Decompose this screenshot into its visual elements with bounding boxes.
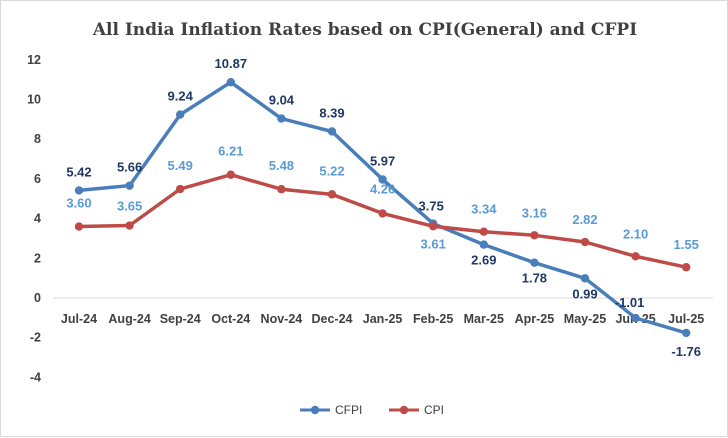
marker-cfpi <box>125 181 134 190</box>
x-axis: Jul-24 Aug-24 Sep-24 Oct-24 Nov-24 Dec-24 Jan-… <box>61 312 704 326</box>
y-tick-label: 2 <box>34 251 41 265</box>
legend-label-cpi: CPI <box>424 403 444 417</box>
series-markers <box>74 78 691 338</box>
marker-cpi <box>530 231 539 240</box>
marker-cpi <box>429 222 438 231</box>
data-label-cfpi: 8.39 <box>319 105 344 120</box>
marker-cfpi <box>277 114 286 123</box>
data-label-cpi: 3.65 <box>117 199 142 214</box>
marker-cfpi <box>682 328 691 338</box>
legend-marker-cpi <box>399 405 409 415</box>
x-tick-label: Aug-24 <box>108 312 150 326</box>
data-label-cfpi: 10.87 <box>215 56 248 71</box>
data-label-cfpi: 5.66 <box>117 160 142 175</box>
y-axis: 12 10 8 6 4 2 0 -2 -4 <box>27 53 41 385</box>
data-label-cpi: 3.16 <box>522 205 547 220</box>
y-tick-label: -2 <box>30 331 41 345</box>
y-tick-label: 12 <box>27 53 41 67</box>
x-tick-label: Jan-25 <box>363 312 403 326</box>
data-label-cpi: 3.34 <box>471 202 497 217</box>
x-tick-label: Sep-24 <box>160 312 201 326</box>
x-tick-label: Nov-24 <box>261 312 303 326</box>
marker-cfpi <box>226 78 235 87</box>
data-label-cfpi: 5.97 <box>370 153 395 168</box>
data-label-cpi: 6.21 <box>218 144 243 159</box>
marker-cfpi <box>176 110 185 119</box>
data-label-cfpi: 9.24 <box>168 89 194 104</box>
y-tick-label: 0 <box>34 291 41 305</box>
data-label-cfpi: 1.78 <box>522 271 547 286</box>
data-label-cpi: 2.82 <box>572 212 597 227</box>
x-tick-label: Dec-24 <box>312 312 353 326</box>
data-label-cfpi: 3.75 <box>419 199 444 214</box>
data-label-cpi: 5.48 <box>269 158 294 173</box>
data-label-cfpi: 2.69 <box>471 253 496 268</box>
data-label-cfpi: 5.42 <box>66 164 91 179</box>
data-label-cpi: 5.49 <box>168 158 193 173</box>
x-tick-label: May-25 <box>564 312 606 326</box>
marker-cpi <box>580 237 590 247</box>
chart-title: All India Inflation Rates based on CPI(G… <box>92 20 637 40</box>
y-tick-label: 4 <box>34 212 41 226</box>
data-label-cpi: 2.10 <box>623 226 648 241</box>
marker-cpi <box>682 263 691 272</box>
marker-cfpi <box>74 186 84 195</box>
x-tick-label: Feb-25 <box>413 312 453 326</box>
marker-cpi <box>277 185 286 194</box>
data-label-cpi: 1.55 <box>674 237 699 252</box>
marker-cpi <box>125 221 134 230</box>
data-label-cpi: 5.22 <box>319 163 344 178</box>
data-label-cpi: 4.26 <box>370 181 395 196</box>
data-label-cfpi: -1.01 <box>615 295 645 310</box>
data-label-cfpi: 0.99 <box>572 286 597 301</box>
x-tick-label: Jul-25 <box>668 312 704 326</box>
y-tick-label: 8 <box>34 132 41 146</box>
marker-cpi <box>74 222 84 231</box>
data-label-cfpi: 9.04 <box>269 93 295 108</box>
x-tick-label: Mar-25 <box>464 312 504 326</box>
marker-cfpi <box>378 175 387 184</box>
marker-cfpi <box>530 258 539 267</box>
y-tick-label: 10 <box>27 93 41 107</box>
data-label-cpi: 3.60 <box>66 196 91 211</box>
marker-cpi <box>176 184 185 194</box>
data-label-cpi: 3.61 <box>421 236 446 251</box>
marker-cfpi <box>631 313 640 323</box>
legend-label-cfpi: CFPI <box>335 403 362 417</box>
marker-cpi <box>378 209 387 218</box>
data-label-cfpi: -1.76 <box>671 344 701 359</box>
legend-marker-cfpi <box>310 405 320 415</box>
marker-cfpi <box>580 274 590 283</box>
marker-cpi <box>226 170 235 179</box>
x-tick-label: Oct-24 <box>211 312 250 326</box>
x-tick-label: Apr-25 <box>515 312 555 326</box>
y-tick-label: 6 <box>34 172 41 186</box>
y-tick-label: -4 <box>30 370 41 384</box>
x-tick-label: Jul-24 <box>61 312 97 326</box>
marker-cpi <box>479 227 488 236</box>
legend: CFPI CPI <box>300 403 444 417</box>
marker-cfpi <box>327 127 337 136</box>
data-labels: 5.42 5.66 9.24 10.87 9.04 8.39 5.97 3.75 2.69 1.7… <box>66 56 701 359</box>
marker-cpi <box>631 252 640 261</box>
marker-cpi <box>327 190 337 199</box>
marker-cfpi <box>479 240 488 249</box>
